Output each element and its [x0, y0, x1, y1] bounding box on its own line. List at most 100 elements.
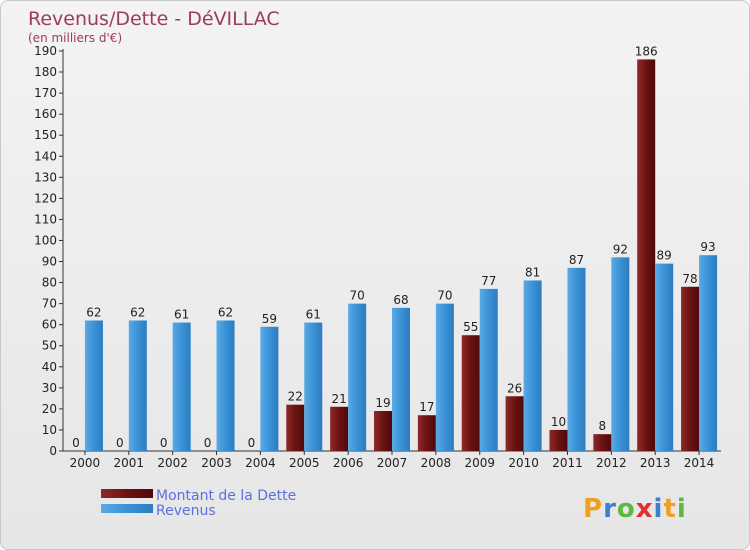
bar-revenus	[699, 255, 718, 451]
value-label-debt: 22	[288, 390, 303, 404]
bar-revenus	[655, 263, 674, 451]
y-tick-label: 80	[42, 276, 57, 290]
legend-swatch-revenus	[101, 504, 153, 513]
y-tick-label: 180	[34, 65, 57, 79]
y-tick-label: 190	[34, 44, 57, 58]
value-label-debt: 19	[375, 396, 390, 410]
bar-debt	[637, 59, 656, 451]
y-tick-label: 50	[42, 339, 57, 353]
proxiti-logo: Proxiti	[583, 494, 687, 524]
y-tick-label: 130	[34, 170, 57, 184]
bar-revenus	[523, 280, 542, 451]
legend-label-revenus: Revenus	[156, 503, 216, 519]
value-label-revenus: 62	[86, 305, 101, 319]
y-tick-label: 70	[42, 297, 57, 311]
bar-revenus	[348, 303, 367, 451]
value-label-revenus: 87	[569, 253, 584, 267]
value-label-revenus: 89	[657, 249, 672, 263]
bar-debt	[549, 429, 568, 451]
value-label-revenus: 81	[525, 265, 540, 279]
value-label-debt: 21	[331, 392, 346, 406]
x-tick-label: 2012	[596, 456, 627, 470]
value-label-debt: 0	[72, 436, 80, 450]
x-tick-label: 2008	[421, 456, 452, 470]
bars	[84, 59, 718, 451]
x-tick-label: 2009	[464, 456, 495, 470]
bar-debt	[417, 415, 436, 451]
y-tick-label: 60	[42, 318, 57, 332]
bar-debt	[374, 411, 392, 451]
x-tick-label: 2007	[377, 456, 408, 470]
x-tick-label: 2005	[289, 456, 320, 470]
x-tick-label: 2003	[201, 456, 232, 470]
value-label-debt: 17	[419, 400, 434, 414]
bar-revenus	[435, 303, 454, 451]
value-label-debt: 8	[599, 419, 607, 433]
bar-revenus	[260, 326, 279, 451]
value-label-revenus: 68	[393, 293, 408, 307]
legend-swatch-debt	[101, 489, 153, 498]
y-tick-label: 100	[34, 233, 57, 247]
value-label-revenus: 70	[437, 289, 452, 303]
chart-subtitle: (en milliers d'€)	[28, 31, 122, 45]
y-tick-label: 150	[34, 128, 57, 142]
x-tick-label: 2013	[640, 456, 671, 470]
value-labels: 0 62 0 62 0 61 0 62 0 59 22 61 21 70 19 68 17 70 55 77 26 81 1…	[72, 44, 716, 450]
y-tick-label: 140	[34, 149, 57, 163]
bar-revenus	[611, 257, 630, 451]
x-tick-label: 2011	[552, 456, 583, 470]
bar-debt	[286, 404, 305, 451]
bar-debt	[330, 406, 349, 451]
x-tick-label: 2002	[157, 456, 188, 470]
value-label-debt: 0	[204, 436, 212, 450]
value-label-debt: 55	[463, 320, 478, 334]
y-tick-label: 110	[34, 212, 57, 226]
bar-revenus	[172, 322, 191, 451]
y-tick-label: 160	[34, 107, 57, 121]
y-tick-label: 30	[42, 381, 57, 395]
value-label-debt: 0	[160, 436, 168, 450]
bar-debt	[505, 396, 524, 451]
value-label-debt: 0	[248, 436, 256, 450]
bar-revenus	[304, 322, 323, 451]
legend: Montant de la Dette Revenus	[101, 488, 296, 519]
y-tick-label: 20	[42, 402, 57, 416]
value-label-revenus: 61	[174, 308, 189, 322]
x-tick-label: 2014	[684, 456, 715, 470]
bar-revenus	[567, 267, 586, 451]
y-tick-label: 90	[42, 255, 57, 269]
y-tick-label: 40	[42, 360, 57, 374]
value-label-debt: 0	[116, 436, 124, 450]
value-label-revenus: 62	[218, 305, 233, 319]
bar-debt	[593, 434, 612, 451]
value-label-revenus: 92	[613, 242, 628, 256]
value-label-revenus: 93	[700, 240, 715, 254]
bar-revenus	[392, 307, 410, 451]
value-label-revenus: 77	[481, 274, 496, 288]
value-label-debt: 26	[507, 381, 522, 395]
svg-text:Proxiti: Proxiti	[583, 494, 687, 524]
value-label-revenus: 61	[306, 308, 321, 322]
value-label-debt: 186	[635, 44, 658, 58]
chart-title: Revenus/Dette - DéVILLAC	[28, 8, 280, 30]
y-tick-label: 170	[34, 86, 57, 100]
value-label-revenus: 62	[130, 305, 145, 319]
value-label-debt: 10	[551, 415, 566, 429]
y-tick-label: 10	[42, 423, 57, 437]
value-label-revenus: 59	[262, 312, 277, 326]
x-tick-label: 2001	[114, 456, 145, 470]
axes: 0102030405060708090100110120130140150160…	[34, 44, 721, 470]
x-tick-label: 2004	[245, 456, 276, 470]
bar-revenus	[216, 320, 235, 451]
bar-debt	[681, 286, 700, 451]
bar-debt	[461, 335, 480, 451]
value-label-revenus: 70	[349, 289, 364, 303]
legend-label-debt: Montant de la Dette	[156, 488, 296, 504]
y-tick-label: 120	[34, 191, 57, 205]
y-tick-label: 0	[49, 444, 57, 458]
value-label-debt: 78	[682, 272, 697, 286]
bar-revenus	[84, 320, 103, 451]
x-tick-label: 2010	[508, 456, 539, 470]
